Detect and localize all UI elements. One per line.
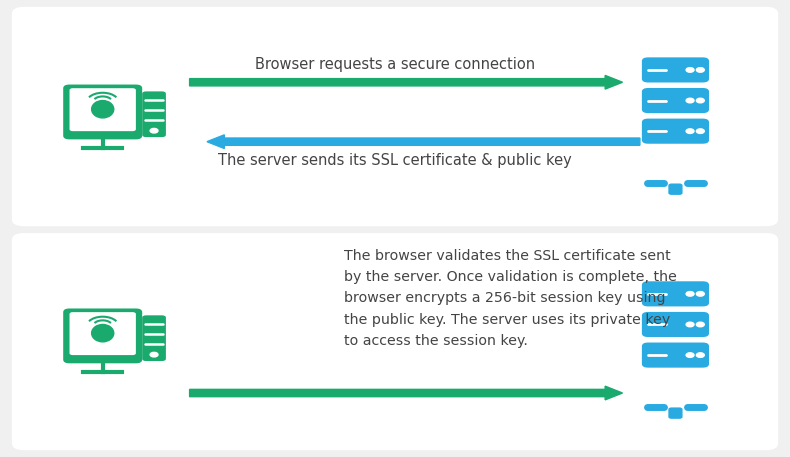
Text: The browser validates the SSL certificate sent
by the server. Once validation is: The browser validates the SSL certificat… bbox=[344, 249, 676, 348]
FancyBboxPatch shape bbox=[641, 119, 709, 143]
FancyBboxPatch shape bbox=[668, 408, 683, 419]
Circle shape bbox=[150, 128, 158, 133]
FancyBboxPatch shape bbox=[12, 7, 778, 226]
Circle shape bbox=[686, 98, 694, 103]
Circle shape bbox=[696, 322, 705, 327]
FancyBboxPatch shape bbox=[70, 312, 136, 355]
Circle shape bbox=[696, 98, 705, 103]
FancyArrow shape bbox=[190, 75, 623, 89]
FancyBboxPatch shape bbox=[70, 88, 136, 131]
FancyBboxPatch shape bbox=[12, 233, 778, 450]
Text: Browser requests a secure connection: Browser requests a secure connection bbox=[255, 57, 535, 72]
FancyBboxPatch shape bbox=[668, 184, 683, 195]
FancyBboxPatch shape bbox=[641, 88, 709, 113]
FancyBboxPatch shape bbox=[63, 308, 142, 363]
Ellipse shape bbox=[92, 324, 114, 342]
Ellipse shape bbox=[92, 101, 114, 118]
FancyBboxPatch shape bbox=[142, 315, 166, 361]
Circle shape bbox=[696, 68, 705, 72]
FancyBboxPatch shape bbox=[63, 85, 142, 139]
Circle shape bbox=[150, 352, 158, 357]
FancyBboxPatch shape bbox=[142, 91, 166, 137]
Circle shape bbox=[686, 68, 694, 72]
FancyArrow shape bbox=[207, 135, 640, 149]
Circle shape bbox=[696, 353, 705, 357]
Text: The server sends its SSL certificate & public key: The server sends its SSL certificate & p… bbox=[218, 153, 572, 168]
Circle shape bbox=[686, 322, 694, 327]
Circle shape bbox=[686, 129, 694, 133]
FancyBboxPatch shape bbox=[641, 312, 709, 337]
Circle shape bbox=[696, 292, 705, 296]
FancyBboxPatch shape bbox=[641, 343, 709, 367]
Circle shape bbox=[686, 292, 694, 296]
FancyBboxPatch shape bbox=[641, 282, 709, 307]
Circle shape bbox=[696, 129, 705, 133]
FancyBboxPatch shape bbox=[641, 57, 709, 82]
Circle shape bbox=[686, 353, 694, 357]
FancyArrow shape bbox=[190, 386, 623, 400]
